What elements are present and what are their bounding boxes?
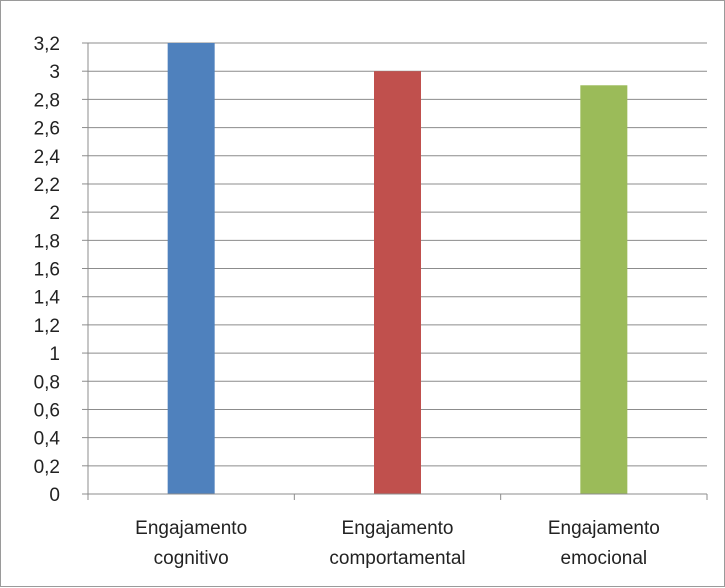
y-tick-label: 1,8 [34, 231, 60, 252]
x-axis-labels: Engajamento cognitivo Engajamento comportam… [135, 518, 660, 569]
y-tick-label: 1,2 [34, 316, 60, 337]
y-tick-label: 0,4 [34, 429, 61, 450]
y-tick-label: 3 [49, 62, 60, 83]
y-tick-label: 2,6 [34, 119, 60, 140]
y-tick-label: 0 [49, 485, 60, 506]
y-tick-label: 2,4 [34, 147, 61, 168]
x-tick-label: Engajamento [548, 518, 660, 539]
y-tick-label: 3,2 [34, 34, 60, 55]
y-tick-label: 0,8 [34, 372, 60, 393]
bar [167, 43, 215, 494]
x-tick-label: comportamental [329, 548, 465, 569]
y-tick-label: 2,2 [34, 175, 60, 196]
y-axis-ticks: 0 0,2 0,4 0,6 0,8 1 1,2 1,4 1,6 1,8 2 2,2 2,4 2,6 2,8 3… [34, 34, 88, 506]
x-tick-label: cognitivo [154, 548, 229, 569]
y-tick-label: 1,4 [34, 288, 61, 309]
y-tick-label: 1,6 [34, 260, 60, 281]
y-tick-label: 0,2 [34, 457, 60, 478]
bar [580, 85, 628, 494]
x-tick-label: emocional [561, 548, 648, 569]
y-tick-label: 1 [49, 344, 60, 365]
y-tick-label: 2,8 [34, 90, 60, 111]
y-tick-label: 0,6 [34, 400, 60, 421]
axes [87, 43, 708, 500]
x-tick-label: Engajamento [342, 518, 454, 539]
bar [374, 71, 421, 494]
y-tick-label: 2 [49, 203, 60, 224]
bars [167, 43, 628, 494]
x-tick-label: Engajamento [135, 518, 247, 539]
